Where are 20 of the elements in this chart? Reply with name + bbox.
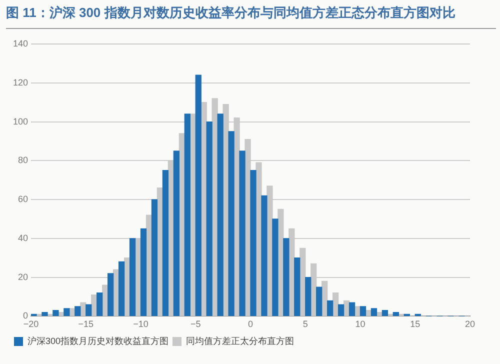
x-tick-label: 15: [410, 319, 420, 330]
x-tick-label: 10: [355, 319, 366, 330]
y-tick-label: 0: [23, 310, 28, 321]
x-tick-label: 20: [464, 319, 476, 330]
x-tick-label: 0: [248, 319, 254, 330]
y-tick-label: 140: [12, 38, 28, 48]
legend-label: 同均值方差正太分布直方图: [186, 336, 294, 346]
chart-title: 图 11：沪深 300 指数月对数历史收益率分布与同均值方差正态分布直方图对比: [6, 4, 496, 29]
y-tick-label: 100: [12, 116, 28, 126]
y-tick-label: 80: [18, 155, 28, 166]
y-tick-label: 120: [12, 77, 28, 88]
y-tick-label: 20: [18, 272, 28, 282]
y-tick-label: 60: [18, 194, 28, 204]
legend-label: 沪深300指数月历史对数收益直方图: [28, 336, 169, 346]
x-tick-label: 5: [302, 319, 308, 330]
x-tick-label: −15: [78, 319, 94, 330]
y-tick-label: 40: [18, 232, 28, 243]
x-tick-label: −10: [133, 319, 148, 330]
x-tick-label: −5: [190, 319, 201, 330]
x-tick-label: −20: [23, 319, 39, 330]
